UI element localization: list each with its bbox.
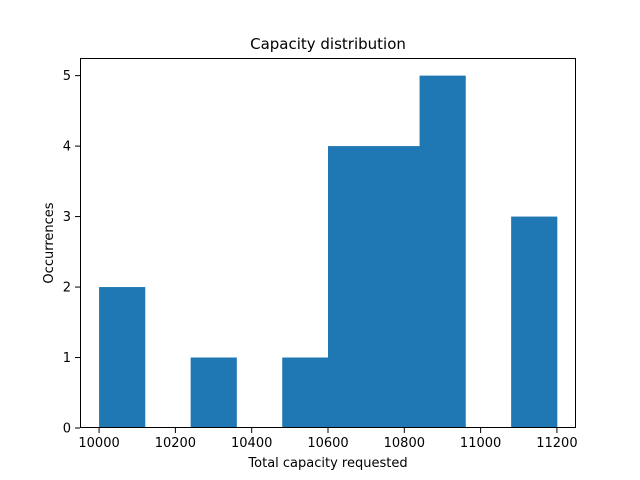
x-tick-label: 10800 — [384, 436, 425, 451]
y-tick-label: 0 — [63, 422, 71, 437]
x-tick-label: 10600 — [307, 436, 348, 451]
x-tick-label: 11000 — [460, 436, 501, 451]
x-tick-label: 10200 — [155, 436, 196, 451]
histogram-bar — [99, 287, 146, 428]
y-tick-label: 2 — [63, 281, 71, 296]
y-tick-label: 5 — [63, 69, 71, 84]
y-axis-ticks: 0 1 2 3 4 5 — [63, 69, 80, 437]
plot-frame — [80, 58, 576, 428]
x-axis-ticks: 10000 10200 10400 10600 10800 11000 11200 — [78, 428, 578, 451]
histogram-bar — [190, 357, 237, 428]
histogram-bar — [419, 75, 466, 429]
histogram-bar — [511, 216, 558, 428]
y-tick-label: 4 — [63, 140, 71, 155]
x-axis-label: Total capacity requested — [247, 456, 407, 471]
histogram-bar — [282, 357, 329, 428]
bars-group — [99, 75, 558, 429]
x-tick-label: 10400 — [231, 436, 272, 451]
x-tick-label: 10000 — [78, 436, 119, 451]
chart-title: Capacity distribution — [250, 35, 406, 53]
y-axis-label: Occurrences — [42, 202, 57, 283]
histogram-bar — [373, 146, 420, 428]
y-tick-label: 1 — [63, 351, 71, 366]
histogram-bar — [328, 146, 375, 428]
y-tick-label: 3 — [63, 210, 71, 225]
x-tick-label: 11200 — [536, 436, 577, 451]
